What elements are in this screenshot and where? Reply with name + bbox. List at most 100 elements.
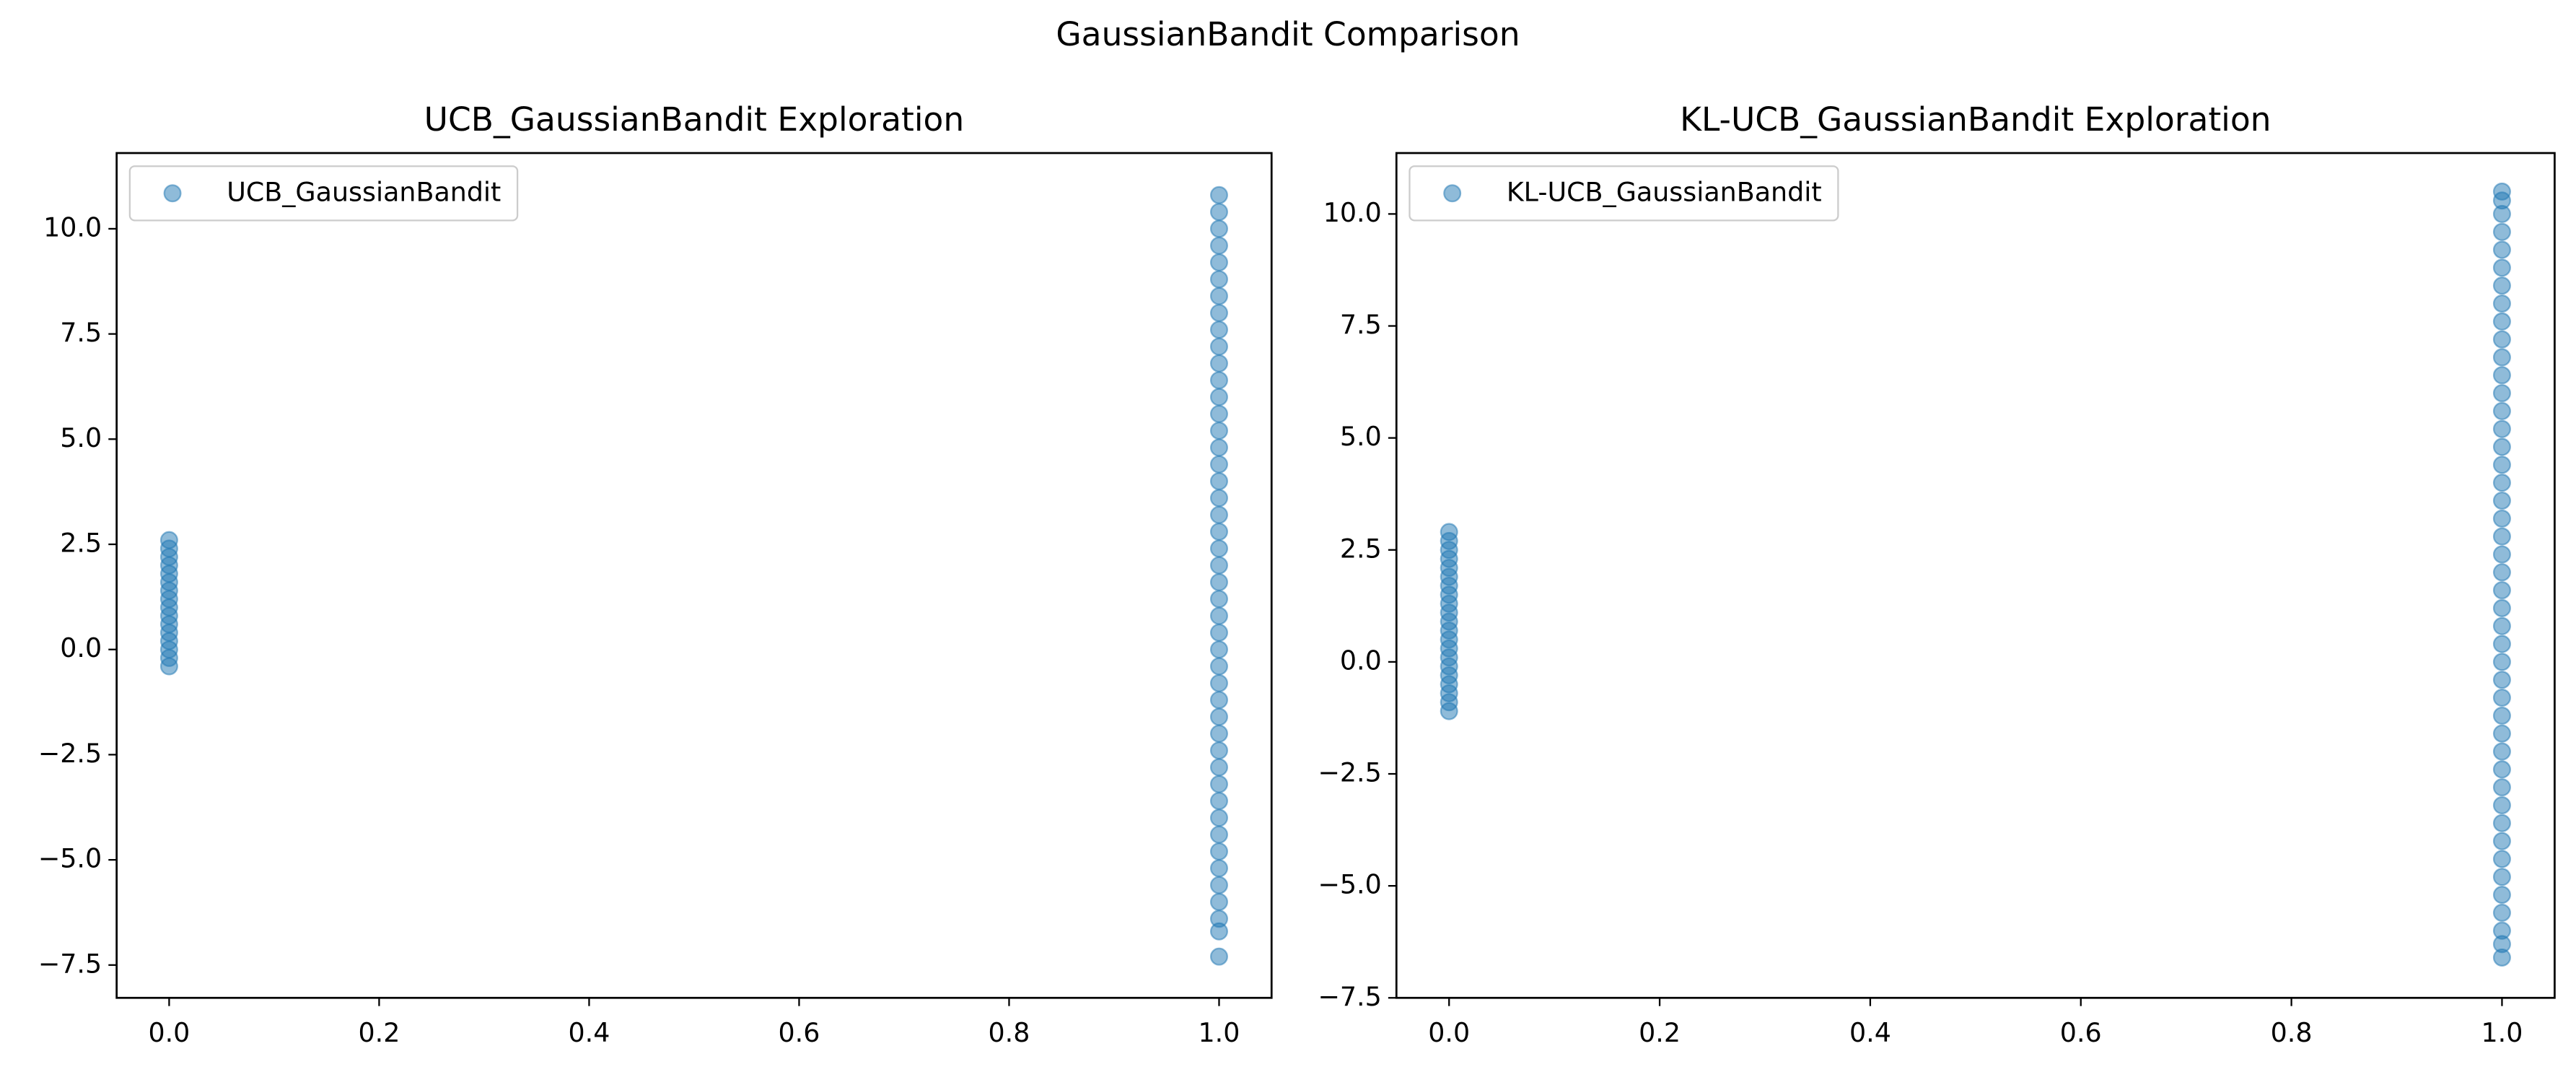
- legend-box: [128, 165, 519, 222]
- x-tick-label: 0.0: [1428, 1017, 1470, 1048]
- scatter-point: [1209, 523, 1229, 541]
- scatter-point: [1209, 674, 1229, 692]
- x-tick-label: 0.6: [2060, 1017, 2102, 1048]
- scatter-point: [2492, 384, 2511, 403]
- scatter-point: [2492, 796, 2511, 814]
- scatter-point: [1209, 388, 1229, 406]
- scatter-point: [2492, 419, 2511, 438]
- scatter-point: [159, 531, 178, 549]
- scatter-point: [2492, 222, 2511, 241]
- y-tick-label: −7.5: [1318, 981, 1381, 1012]
- scatter-point: [2492, 294, 2511, 313]
- scatter-point: [2492, 760, 2511, 779]
- scatter-point: [1209, 354, 1229, 372]
- y-tick-label: 2.5: [60, 528, 102, 559]
- scatter-point: [2492, 258, 2511, 277]
- y-tick-label: 7.5: [60, 317, 102, 348]
- scatter-point: [2492, 635, 2511, 653]
- scatter-point: [1209, 270, 1229, 289]
- scatter-point: [2492, 724, 2511, 743]
- scatter-point: [1209, 236, 1229, 255]
- scatter-point: [2492, 581, 2511, 600]
- scatter-point: [1209, 505, 1229, 524]
- y-tick-label: −7.5: [38, 948, 102, 979]
- scatter-point: [1209, 792, 1229, 811]
- axes-frame: [115, 152, 1273, 999]
- scatter-point: [2492, 456, 2511, 474]
- figure-title: GaussianBandit Comparison: [1056, 15, 1520, 53]
- scatter-point: [2492, 509, 2511, 528]
- scatter-point: [2492, 563, 2511, 582]
- subplot: UCB_GaussianBandit Exploration 0.0 0.2 0.4 0…: [38, 100, 1273, 1048]
- scatter-point: [1209, 640, 1229, 659]
- y-tick-label: 0.0: [1340, 645, 1382, 676]
- scatter-point: [2492, 671, 2511, 689]
- scatter-point: [1209, 422, 1229, 440]
- scatter-point: [1209, 590, 1229, 609]
- x-tick-label: 0.4: [1849, 1017, 1891, 1048]
- scatter-point: [1209, 186, 1229, 204]
- x-tick-label: 0.6: [778, 1017, 820, 1048]
- scatter-point: [2492, 598, 2511, 617]
- scatter-point: [2492, 850, 2511, 868]
- scatter-point: [1209, 253, 1229, 272]
- scatter-point: [2492, 401, 2511, 420]
- x-tick-label: 0.4: [568, 1017, 610, 1048]
- scatter-point: [1209, 809, 1229, 827]
- scatter-point: [1209, 623, 1229, 642]
- scatter-point: [1209, 606, 1229, 625]
- scatter-point: [2492, 366, 2511, 385]
- legend-label: KL-UCB_GaussianBandit: [1507, 176, 1822, 207]
- scatter-point: [2492, 778, 2511, 797]
- y-tick-label: 5.0: [1340, 421, 1382, 452]
- scatter-point: [1209, 203, 1229, 222]
- scatter-point: [1209, 455, 1229, 474]
- scatter-point: [1209, 287, 1229, 305]
- scatter-point: [1209, 489, 1229, 507]
- axes-frame: [1395, 152, 2556, 999]
- legend: KL-UCB_GaussianBandit: [1409, 165, 1839, 222]
- scatter-point: [2492, 312, 2511, 331]
- scatter-point: [1209, 758, 1229, 777]
- scatter-point: [2492, 689, 2511, 707]
- x-tick-label: 0.8: [989, 1017, 1030, 1048]
- scatter-point: [2492, 616, 2511, 635]
- scatter-point: [2492, 653, 2511, 671]
- scatter-point: [1209, 947, 1229, 966]
- legend-label: UCB_GaussianBandit: [227, 176, 501, 207]
- scatter-point: [1209, 371, 1229, 390]
- scatter-point: [1209, 842, 1229, 860]
- scatter-point: [2492, 903, 2511, 922]
- scatter-point: [2492, 240, 2511, 259]
- subplot-title: KL-UCB_GaussianBandit Exploration: [1680, 100, 2271, 139]
- scatter-point: [2492, 706, 2511, 725]
- scatter-point: [1209, 404, 1229, 423]
- scatter-point: [1440, 523, 1458, 541]
- plot-area: [1440, 182, 2511, 967]
- y-tick-label: 5.0: [60, 422, 102, 453]
- scatter-point: [2492, 832, 2511, 850]
- scatter-point: [1209, 724, 1229, 743]
- x-tick-label: 0.8: [2271, 1017, 2313, 1048]
- y-tick-label: −2.5: [38, 738, 102, 769]
- scatter-point: [1209, 321, 1229, 339]
- x-tick-label: 0.2: [358, 1017, 400, 1048]
- scatter-point: [1209, 825, 1229, 844]
- scatter-point: [2492, 276, 2511, 295]
- scatter-point: [1209, 691, 1229, 710]
- scatter-point: [1209, 859, 1229, 878]
- scatter-point: [2492, 348, 2511, 367]
- scatter-point: [2492, 182, 2511, 201]
- scatter-point: [1209, 910, 1229, 928]
- scatter-point: [1209, 472, 1229, 491]
- scatter-point: [1209, 438, 1229, 457]
- y-tick-label: 10.0: [43, 212, 102, 243]
- scatter-point: [2492, 742, 2511, 761]
- scatter-point: [1209, 775, 1229, 793]
- x-tick-label: 0.2: [1639, 1017, 1681, 1048]
- scatter-point: [1209, 303, 1229, 322]
- scatter-point: [2492, 921, 2511, 940]
- scatter-point: [1209, 219, 1229, 238]
- y-tick-label: 10.0: [1323, 197, 1382, 228]
